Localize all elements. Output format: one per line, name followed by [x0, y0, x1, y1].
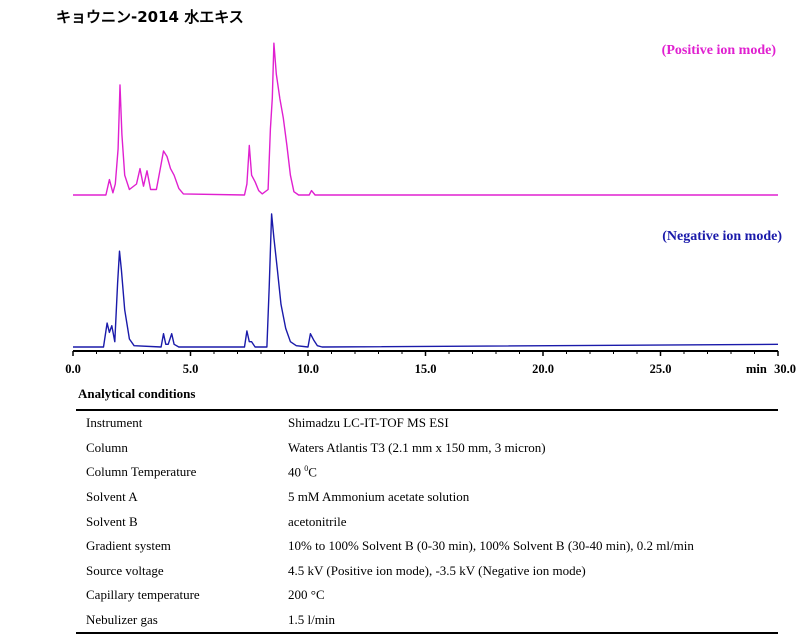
table-row: Column Waters Atlantis T3 (2.1 mm x 150 …	[76, 436, 778, 461]
x-tick-label: 25.0	[650, 362, 672, 376]
x-tick-label: 20.0	[532, 362, 554, 376]
positive-ion-trace	[73, 42, 778, 196]
table-row: Solvent B acetonitrile	[76, 509, 778, 534]
x-tick-label: 5.0	[183, 362, 199, 376]
param-cell: Solvent A	[86, 489, 138, 505]
x-tick-label: 10.0	[297, 362, 319, 376]
page-title: キョウニン-2014 水エキス	[56, 8, 244, 26]
conditions-heading: Analytical conditions	[78, 386, 196, 401]
value-cell: acetonitrile	[288, 513, 347, 529]
series-label-positive: (Positive ion mode)	[662, 43, 777, 58]
param-cell: Nebulizer gas	[86, 612, 158, 628]
table-row: Instrument Shimadzu LC-IT-TOF MS ESI	[76, 410, 778, 436]
x-tick-label: 15.0	[415, 362, 437, 376]
value-number: 40	[288, 464, 305, 480]
table-row: Solvent A 5 mM Ammonium acetate solution	[76, 485, 778, 510]
negative-ion-trace	[73, 213, 779, 348]
table-row: Nebulizer gas 1.5 l/min	[76, 608, 778, 634]
table-row: Source voltage 4.5 kV (Positive ion mode…	[76, 559, 778, 584]
param-cell: Instrument	[86, 415, 143, 431]
param-cell: Capillary temperature	[86, 587, 200, 603]
table-row: Gradient system 10% to 100% Solvent B (0…	[76, 534, 778, 559]
x-axis-unit-label: min	[746, 362, 767, 376]
x-tick-label: 30.0	[774, 362, 796, 376]
value-cell: Waters Atlantis T3 (2.1 mm x 150 mm, 3 m…	[288, 439, 546, 455]
value-cell: 40 0C	[288, 460, 778, 485]
value-superscript: 0	[304, 464, 309, 474]
value-cell: 4.5 kV (Positive ion mode), -3.5 kV (Neg…	[288, 562, 586, 578]
chromatogram-chart: 0.0 5.0 10.0 15.0 20.0 25.0 30.0 (Positive ion…	[65, 42, 796, 376]
table-row: Capillary temperature 200 °C	[76, 583, 778, 608]
value-unit: C	[308, 464, 317, 480]
x-tick-label: 0.0	[65, 362, 81, 376]
param-cell: Source voltage	[86, 562, 164, 578]
param-cell: Column	[86, 439, 128, 455]
series-label-negative: (Negative ion mode)	[662, 229, 782, 244]
param-cell: Solvent B	[86, 513, 138, 529]
param-cell: Gradient system	[86, 538, 171, 554]
value-cell: 200 °C	[288, 587, 325, 603]
value-cell: 10% to 100% Solvent B (0-30 min), 100% S…	[288, 538, 694, 554]
param-cell: Column Temperature	[86, 464, 197, 480]
value-cell: Shimadzu LC-IT-TOF MS ESI	[288, 415, 449, 431]
table-row: Column Temperature 40 0C	[76, 460, 778, 485]
value-cell: 5 mM Ammonium acetate solution	[288, 489, 470, 505]
value-cell: 1.5 l/min	[288, 612, 335, 628]
conditions-table: Instrument Shimadzu LC-IT-TOF MS ESI Col…	[76, 409, 778, 635]
